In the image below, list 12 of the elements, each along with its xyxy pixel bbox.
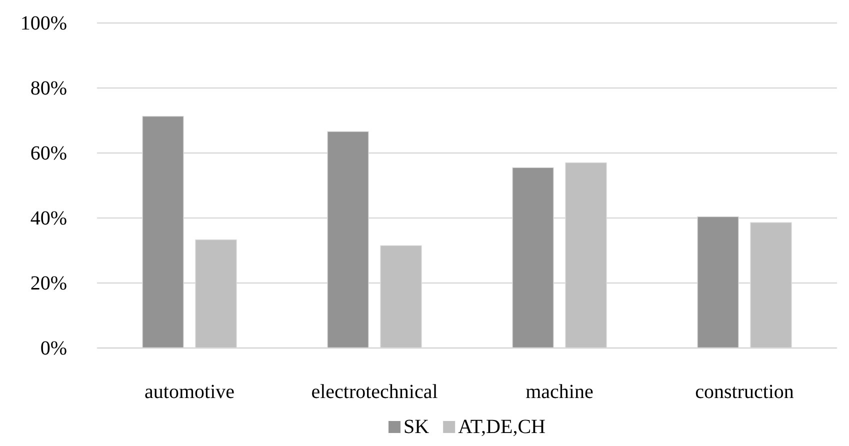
x-tick-label: electrotechnical	[311, 381, 438, 404]
x-tick-label: machine	[526, 381, 594, 404]
y-tick-label: 40%	[30, 207, 67, 230]
y-tick-label: 100%	[20, 12, 67, 34]
y-tick-label: 80%	[30, 77, 67, 100]
y-tick-label: 60%	[30, 142, 67, 164]
y-tick-label: 0%	[40, 337, 67, 360]
x-tick-label: automotive	[144, 381, 235, 404]
legend-label: AT,DE,CH	[458, 416, 546, 438]
legend-label: SK	[404, 416, 430, 438]
x-tick-label: construction	[695, 381, 794, 404]
y-tick-label: 20%	[30, 272, 67, 294]
